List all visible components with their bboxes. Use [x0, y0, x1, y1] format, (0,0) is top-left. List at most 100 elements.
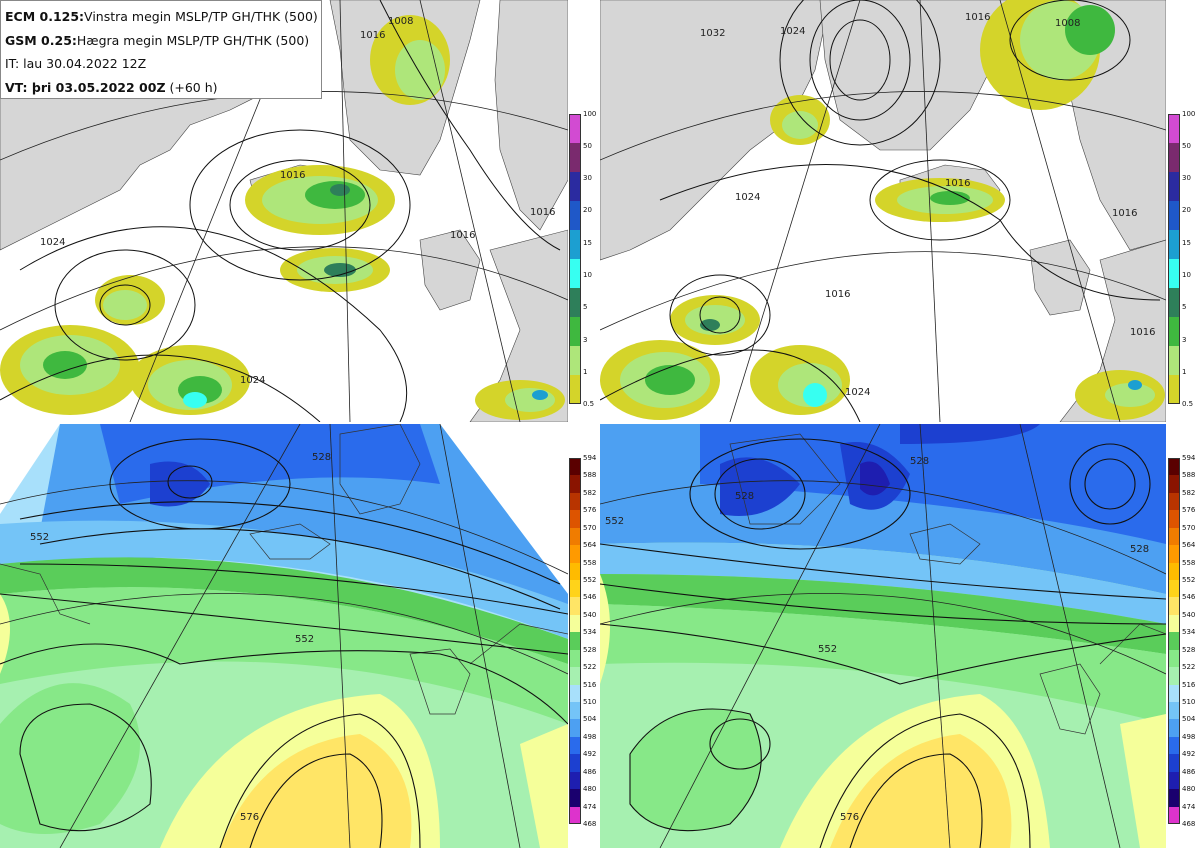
thickness-swatch — [569, 545, 581, 564]
precip-swatch-8 — [569, 172, 581, 201]
precip-swatch-4 — [569, 288, 581, 317]
thickness-swatch — [569, 492, 581, 511]
colorbar-tick: 570 — [1182, 523, 1196, 532]
precip-colorbar-right: 100 50 30 20 15 10 5 3 1 0.5 — [1168, 110, 1200, 408]
colorbar-tick: 492 — [1182, 750, 1196, 759]
precip-swatch-2 — [1168, 346, 1180, 375]
isobar-label: 1016 — [450, 230, 475, 241]
isobar-label: 1016 — [965, 12, 990, 23]
colorbar-tick: 528 — [583, 645, 597, 654]
colorbar-tick: 100 — [583, 110, 597, 118]
thickness-swatch — [569, 510, 581, 529]
precip-swatch-2 — [569, 346, 581, 375]
precip-swatch-4 — [1168, 288, 1180, 317]
colorbar-tick: 100 — [1182, 110, 1196, 118]
isobar-label: 1016 — [530, 207, 555, 218]
thickness-swatch — [569, 458, 581, 476]
isobar-labels: 1032 1024 1024 1016 1016 1008 1016 1016 … — [700, 12, 1155, 398]
precip-swatch-9 — [569, 143, 581, 172]
colorbar-tick: 30 — [583, 174, 592, 182]
thickness-swatch — [1168, 702, 1180, 720]
contour-label: 552 — [30, 532, 49, 543]
precip-swatch-7 — [1168, 201, 1180, 230]
colorbar-tick: 10 — [1182, 271, 1191, 279]
colorbar-tick: 552 — [1182, 576, 1196, 584]
colorbar-tick: 546 — [1182, 593, 1196, 602]
isobar-label: 1024 — [40, 237, 65, 248]
info-row-ecm: ECM 0.125:Vinstra megin MSLP/TP GH/THK (… — [5, 5, 321, 29]
thickness-swatch — [1168, 789, 1180, 808]
colorbar-tick: 528 — [1182, 645, 1196, 654]
colorbar-tick: 15 — [1182, 239, 1191, 247]
gsm-model-label: GSM 0.25: — [5, 32, 77, 48]
ecm-thickness-map: 528 552 552 576 — [0, 424, 568, 848]
contour-label: 552 — [605, 516, 624, 527]
colorbar-tick: 576 — [1182, 506, 1196, 515]
thickness-swatch — [1168, 458, 1180, 476]
colorbar-tick: 3 — [1182, 336, 1187, 344]
colorbar-tick: 564 — [1182, 541, 1196, 550]
thickness-swatch — [1168, 492, 1180, 511]
colorbar-tick: 582 — [583, 488, 597, 497]
thickness-swatch — [569, 702, 581, 720]
precip-swatch-1 — [569, 375, 581, 404]
lead-time: (+60 h) — [169, 79, 218, 95]
isobars — [600, 0, 1161, 422]
thickness-swatch — [1168, 684, 1180, 703]
colorbar-tick: 564 — [583, 541, 597, 550]
graticule — [0, 424, 568, 848]
colorbar-tick: 498 — [1182, 732, 1196, 741]
colorbar-tick: 594 — [1182, 454, 1196, 462]
colorbar-tick: 504 — [583, 715, 597, 724]
colorbar-tick: 516 — [583, 680, 597, 689]
colorbar-tick: 50 — [583, 142, 592, 150]
colorbar-tick: 0.5 — [583, 400, 595, 408]
contour-label: 528 — [312, 452, 331, 463]
contour-label: 576 — [240, 812, 259, 823]
thickness-swatch — [1168, 527, 1180, 546]
colorbar-tick: 5 — [1182, 303, 1187, 311]
ecm-description: Vinstra megin MSLP/TP GH/THK (500) — [84, 9, 318, 24]
graticule — [600, 424, 1166, 848]
isobar-label: 1008 — [1055, 18, 1080, 29]
contour-label: 552 — [295, 634, 314, 645]
thickness-swatch — [569, 580, 581, 598]
thickness-swatch — [1168, 545, 1180, 564]
colorbar-tick: 20 — [583, 206, 592, 214]
contour-labels: 528 528 552 552 528 576 — [605, 456, 1149, 823]
thickness-colorbar-left: 594 588 582 576 570 564 558 552 546 540 534 528 522 5… — [569, 454, 601, 828]
info-row-gsm: GSM 0.25:Hægra megin MSLP/TP GH/THK (500… — [5, 29, 321, 53]
gsm-thickness-map: 528 528 552 552 528 576 — [600, 424, 1166, 848]
thickness-swatch — [1168, 754, 1180, 773]
canada-land — [600, 0, 831, 261]
colorbar-tick: 468 — [583, 820, 597, 828]
isobar-label: 1024 — [845, 387, 870, 398]
colorbar-tick: 10 — [583, 271, 592, 279]
gsm-mslp-panel: 1032 1024 1024 1016 1016 1008 1016 1016 … — [600, 0, 1166, 422]
colorbar-tick: 50 — [1182, 142, 1191, 150]
isobar-label: 1016 — [280, 170, 305, 181]
gsm-description: Hægra megin MSLP/TP GH/THK (500) — [76, 32, 310, 48]
colorbar-tick: 510 — [1182, 698, 1196, 706]
colorbar-tick: 546 — [583, 593, 597, 602]
precip-swatch-9 — [1168, 143, 1180, 172]
thickness-swatch — [1168, 562, 1180, 581]
thickness-contours — [600, 438, 1166, 848]
colorbar-tick: 468 — [1182, 820, 1196, 828]
thickness-swatch — [569, 754, 581, 773]
colorbar-tick: 498 — [583, 732, 597, 741]
colorbar-tick: 0.5 — [1182, 400, 1194, 408]
colorbar-tick: 558 — [1182, 558, 1196, 567]
ecm-thickness-panel: 528 552 552 576 — [0, 424, 568, 848]
colorbar-tick: 3 — [583, 336, 588, 344]
valid-time: VT: þri 03.05.2022 00Z — [5, 79, 166, 95]
isobar-label: 1024 — [735, 192, 760, 203]
precip-swatch-7 — [569, 201, 581, 230]
colorbar-tick: 594 — [583, 454, 597, 462]
thickness-swatch — [1168, 475, 1180, 494]
thickness-swatch — [569, 789, 581, 808]
thickness-swatch — [569, 562, 581, 581]
thickness-swatch — [1168, 719, 1180, 738]
thickness-swatch — [569, 771, 581, 790]
colorbar-tick: 1 — [1182, 368, 1187, 376]
